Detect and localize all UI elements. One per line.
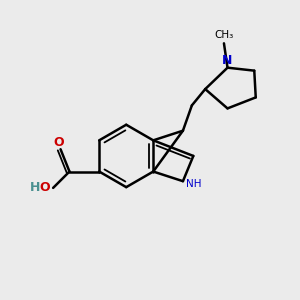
Text: O: O (40, 182, 50, 194)
Text: NH: NH (186, 178, 201, 189)
Text: H: H (29, 182, 40, 194)
Text: N: N (222, 54, 232, 67)
Text: O: O (54, 136, 64, 149)
Text: CH₃: CH₃ (214, 30, 234, 40)
